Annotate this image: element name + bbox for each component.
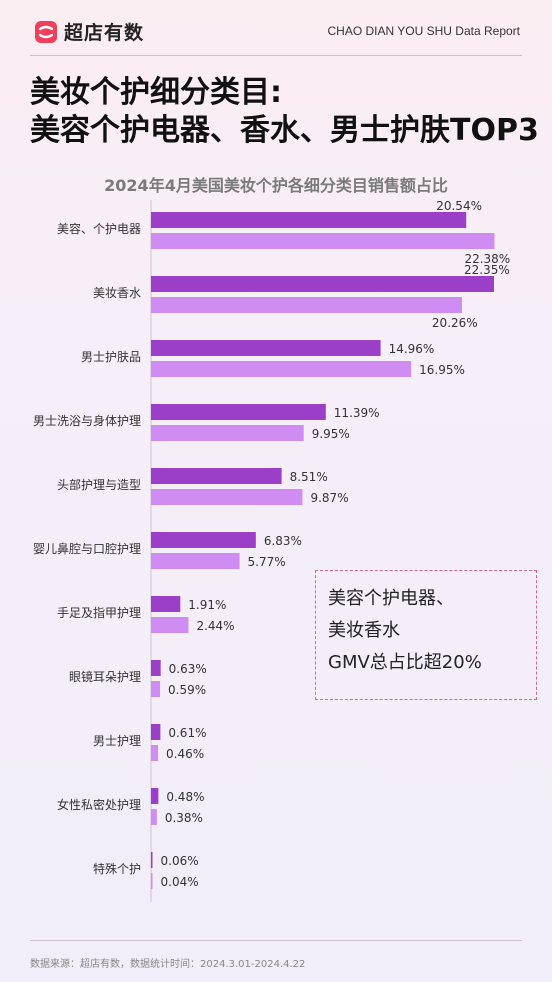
bar-value-label: 20.54%: [436, 199, 482, 213]
bar: [151, 852, 153, 868]
bar-value-label: 1.91%: [188, 598, 226, 612]
bar-value-label: 0.63%: [169, 662, 207, 676]
bar-value-label: 2.44%: [196, 619, 234, 633]
bar: [151, 212, 467, 228]
chart-title: 2024年4月美国美妆个护各细分类目销售额占比: [104, 176, 448, 195]
bar-value-label: 9.95%: [312, 427, 350, 441]
headline-line-2: 美容个护电器、香水、男士护肤TOP3: [30, 113, 539, 148]
bar-value-label: 0.61%: [168, 726, 206, 740]
callout-line-3: GMV总占比超20%: [328, 652, 482, 673]
bar-value-label: 20.26%: [432, 316, 478, 330]
brand-logo-icon: [35, 20, 57, 43]
bar: [151, 340, 381, 356]
headline: 美妆个护细分类目: 美容个护电器、香水、男士护肤TOP3: [30, 74, 539, 150]
category-label: 美容、个护电器: [57, 221, 141, 236]
category-label: 眼镜耳朵护理: [69, 669, 141, 684]
bar: [151, 233, 495, 249]
bar: [151, 553, 240, 569]
bar: [151, 361, 412, 377]
bar: [151, 809, 157, 825]
bar-value-label: 5.77%: [248, 555, 286, 569]
category-label: 手足及指甲护理: [57, 605, 141, 620]
bar: [151, 297, 462, 313]
bar-value-label: 6.83%: [264, 534, 302, 548]
bar: [151, 489, 303, 505]
bar-value-label: 0.46%: [166, 747, 204, 761]
bar-value-label: 22.38%: [464, 252, 510, 266]
category-label: 男士护肤品: [81, 349, 141, 364]
bar: [151, 596, 181, 612]
bar-value-label: 16.95%: [419, 363, 465, 377]
callout-box: 美容个护电器、 美妆香水 GMV总占比超20%: [315, 570, 537, 700]
callout-line-1: 美容个护电器、: [328, 588, 454, 609]
category-label: 美妆香水: [93, 286, 141, 300]
bar: [151, 681, 161, 697]
bar: [151, 788, 159, 804]
category-label: 特殊个护: [93, 861, 141, 876]
bar: [151, 532, 256, 548]
top-divider: [30, 55, 522, 56]
bar: [151, 425, 304, 441]
bar-value-label: 0.48%: [166, 790, 204, 804]
brand: 超店有数: [34, 18, 144, 45]
category-label: 婴儿鼻腔与口腔护理: [33, 541, 141, 556]
bar-value-label: 0.38%: [165, 811, 203, 825]
callout-line-2: 美妆香水: [328, 620, 400, 641]
bar-value-label: 8.51%: [290, 470, 328, 484]
bar-value-label: 0.04%: [161, 875, 199, 889]
bar-value-label: 0.06%: [161, 854, 199, 868]
category-label: 女性私密处护理: [57, 797, 141, 812]
report-label: CHAO DIAN YOU SHU Data Report: [327, 24, 521, 38]
category-label: 头部护理与造型: [57, 477, 141, 492]
bar: [151, 468, 282, 484]
bar: [151, 873, 153, 889]
bottom-divider: [30, 940, 522, 941]
bar-value-label: 0.59%: [168, 683, 206, 697]
bar: [151, 276, 494, 292]
bar: [151, 745, 159, 761]
headline-line-1: 美妆个护细分类目:: [30, 75, 282, 110]
bar: [151, 724, 161, 740]
bar-value-label: 14.96%: [389, 342, 435, 356]
bar-value-label: 22.35%: [464, 263, 510, 277]
category-label: 男士洗浴与身体护理: [33, 413, 141, 428]
bar-value-label: 9.87%: [310, 491, 348, 505]
bar: [151, 660, 161, 676]
bar-value-label: 11.39%: [334, 406, 380, 420]
brand-name: 超店有数: [64, 22, 145, 44]
data-source: 数据来源：超店有数，数据统计时间：2024.3.01-2024.4.22: [30, 959, 306, 970]
bar: [151, 617, 189, 633]
category-label: 男士护理: [93, 734, 141, 748]
bar: [151, 404, 326, 420]
